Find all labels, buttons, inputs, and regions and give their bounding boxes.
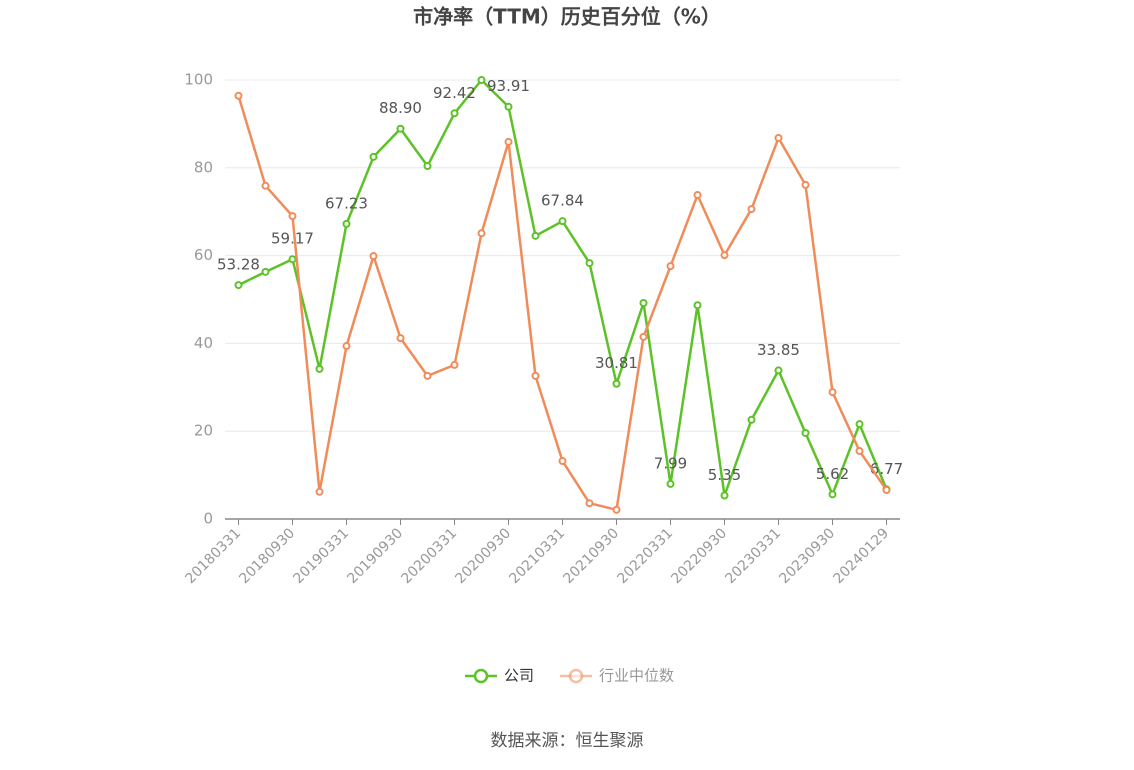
data-point (855, 420, 864, 429)
data-point (342, 342, 351, 351)
x-tick-label: 20220930 (668, 525, 730, 587)
data-point (639, 299, 648, 308)
data-point (504, 137, 513, 146)
source-note: 数据来源：恒生聚源 (491, 731, 644, 751)
data-point (288, 255, 297, 264)
data-point (585, 259, 594, 268)
x-tick-label: 20220331 (614, 525, 676, 587)
data-point (531, 371, 540, 380)
data-point (774, 133, 783, 142)
data-label: 59.17 (271, 230, 314, 248)
data-label: 30.81 (595, 354, 638, 372)
x-tick-label: 20230930 (776, 525, 838, 587)
data-label: 7.99 (654, 454, 687, 472)
x-tick-label: 20180930 (236, 525, 298, 587)
data-label: 67.84 (541, 192, 584, 210)
data-label: 5.62 (816, 465, 849, 483)
legend-swatch[interactable] (568, 668, 584, 684)
data-point (747, 205, 756, 214)
data-point (612, 505, 621, 514)
x-tick-label: 20240129 (830, 525, 892, 587)
data-point (477, 76, 486, 84)
x-tick-label: 20190331 (290, 525, 352, 587)
data-point (747, 415, 756, 424)
x-tick-label: 20210930 (560, 525, 622, 587)
legend-label[interactable]: 公司 (504, 667, 534, 685)
data-point (315, 487, 324, 496)
chart-title: 市净率（TTM）历史百分位（%） (413, 5, 721, 29)
data-point (369, 252, 378, 261)
data-point (342, 219, 351, 228)
data-label: 93.91 (487, 77, 530, 95)
data-label: 67.23 (325, 194, 368, 212)
y-tick-label: 40 (194, 334, 213, 352)
data-point (693, 301, 702, 310)
data-point (558, 217, 567, 226)
data-point (882, 486, 891, 495)
series-line (237, 78, 888, 497)
data-point (693, 191, 702, 200)
data-label: 53.28 (217, 256, 260, 274)
data-label: 5.35 (708, 466, 741, 484)
data-label: 33.85 (757, 341, 800, 359)
data-point (477, 229, 486, 238)
x-tick-label: 20210331 (506, 525, 568, 587)
data-point (720, 491, 729, 500)
data-point (828, 490, 837, 499)
series-line (237, 95, 888, 512)
y-tick-label: 100 (184, 71, 213, 89)
y-tick-label: 0 (203, 510, 213, 528)
data-point (774, 366, 783, 375)
legend-swatch[interactable] (473, 668, 489, 684)
data-point (261, 181, 270, 190)
data-point (720, 251, 729, 260)
y-tick-label: 60 (194, 246, 213, 264)
data-point (639, 332, 648, 341)
data-point (612, 379, 621, 388)
data-point (801, 180, 810, 189)
data-label: 6.77 (870, 460, 903, 478)
data-point (801, 428, 810, 437)
x-tick-label: 20200331 (398, 525, 460, 587)
data-point (450, 109, 459, 118)
x-tick-label: 20200930 (452, 525, 514, 587)
data-point (666, 479, 675, 488)
data-point (450, 360, 459, 369)
legend-label[interactable]: 行业中位数 (599, 667, 674, 685)
y-tick-label: 80 (194, 158, 213, 176)
data-point (396, 124, 405, 133)
data-point (288, 212, 297, 221)
data-point (423, 162, 432, 171)
data-point (396, 334, 405, 343)
data-point (234, 91, 243, 100)
data-point (585, 499, 594, 508)
data-point (234, 281, 243, 290)
data-point (315, 364, 324, 373)
x-tick-label: 20190930 (344, 525, 406, 587)
data-point (855, 446, 864, 455)
data-point (261, 267, 270, 276)
x-tick-label: 20230331 (722, 525, 784, 587)
data-label: 92.42 (433, 84, 476, 102)
data-point (504, 102, 513, 111)
data-point (666, 262, 675, 271)
data-label: 88.90 (379, 99, 422, 117)
x-tick-label: 20180331 (182, 525, 244, 587)
data-point (828, 388, 837, 397)
y-tick-label: 20 (194, 422, 213, 440)
data-point (369, 152, 378, 161)
data-point (558, 457, 567, 466)
data-point (423, 371, 432, 380)
data-point (531, 231, 540, 240)
